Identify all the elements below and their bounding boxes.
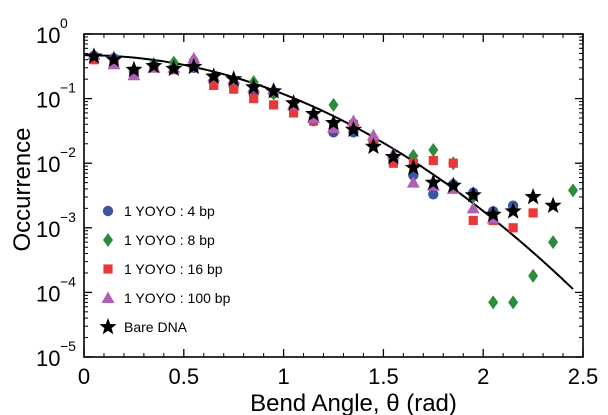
data-point-star bbox=[384, 147, 402, 165]
data-point-star bbox=[304, 104, 323, 122]
data-point-triangle bbox=[406, 176, 420, 188]
y-tick-label: 10 bbox=[36, 88, 60, 113]
y-axis-title: Occurrence bbox=[9, 127, 36, 251]
data-point-square bbox=[269, 100, 279, 110]
data-point-diamond bbox=[428, 143, 439, 158]
data-point-star bbox=[524, 187, 542, 205]
y-tick-exponent: −5 bbox=[60, 338, 76, 354]
legend-entry-bare-dna: Bare DNA bbox=[99, 318, 188, 335]
data-point-triangle bbox=[366, 128, 380, 141]
x-axis-title: Bend Angle, θ (rad) bbox=[250, 390, 457, 415]
legend-marker-diamond bbox=[103, 233, 113, 247]
y-tick-exponent: −1 bbox=[60, 80, 76, 96]
data-point-square bbox=[249, 94, 259, 104]
legend-marker-triangle bbox=[101, 291, 115, 303]
legend-entry-1-yoyo-8-bp: 1 YOYO : 8 bp bbox=[103, 232, 215, 248]
legend-marker-square bbox=[103, 264, 113, 274]
y-tick-exponent: −2 bbox=[60, 144, 76, 160]
data-point-star bbox=[125, 60, 143, 77]
legend-entry-1-yoyo-100-bp: 1 YOYO : 100 bp bbox=[101, 290, 231, 306]
data-point-square bbox=[508, 223, 518, 233]
fit-curve bbox=[83, 54, 574, 290]
series-1-yoyo-100-bp bbox=[87, 48, 500, 224]
legend-marker-circle bbox=[102, 205, 114, 217]
legend: 1 YOYO : 4 bp 1 YOYO : 8 bp 1 YOYO : 16 bp… bbox=[99, 203, 231, 335]
y-tick-label: 10 bbox=[36, 23, 60, 48]
x-tick-label: 2.5 bbox=[568, 364, 599, 389]
axis-ticks bbox=[83, 33, 584, 358]
data-point-circle bbox=[428, 189, 439, 200]
data-point-star bbox=[85, 47, 103, 64]
data-point-triangle bbox=[327, 121, 340, 134]
x-tick-label: 0.5 bbox=[169, 364, 200, 389]
legend-entry-1-yoyo-4-bp: 1 YOYO : 4 bp bbox=[102, 203, 215, 219]
data-point-star bbox=[464, 186, 482, 203]
data-point-star bbox=[185, 57, 203, 75]
data-point-square bbox=[229, 84, 239, 94]
x-tick-label: 2 bbox=[477, 364, 489, 389]
data-point-star bbox=[504, 202, 522, 219]
data-point-square bbox=[528, 208, 538, 218]
y-tick-exponent: 0 bbox=[60, 15, 68, 31]
data-point-triangle bbox=[187, 51, 201, 64]
legend-label: 1 YOYO : 100 bp bbox=[124, 290, 231, 306]
y-tick-exponent: −4 bbox=[60, 273, 76, 289]
data-point-square bbox=[388, 158, 398, 168]
data-point-star bbox=[165, 59, 183, 77]
y-tick-label: 10 bbox=[36, 281, 60, 306]
legend-label: Bare DNA bbox=[124, 319, 188, 335]
data-point-star bbox=[544, 196, 562, 213]
data-point-star bbox=[364, 137, 382, 154]
legend-label: 1 YOYO : 16 bp bbox=[124, 261, 223, 277]
data-point-triangle bbox=[127, 68, 141, 81]
data-point-triangle bbox=[107, 57, 121, 70]
data-point-square bbox=[209, 80, 219, 91]
data-point-star bbox=[245, 78, 263, 95]
y-tick-exponent: −3 bbox=[60, 209, 76, 225]
plot-border bbox=[83, 33, 584, 358]
data-point-star bbox=[324, 113, 343, 131]
legend-label: 1 YOYO : 8 bp bbox=[124, 232, 215, 248]
data-point-square bbox=[428, 155, 438, 166]
data-point-diamond bbox=[328, 97, 339, 112]
series-bare-dna bbox=[85, 47, 562, 222]
y-tick-label: 10 bbox=[36, 152, 60, 177]
data-point-triangle bbox=[346, 114, 360, 127]
data-point-star bbox=[265, 82, 283, 99]
data-point-star bbox=[225, 70, 243, 87]
x-tick-label: 0 bbox=[78, 364, 90, 389]
data-point-star bbox=[444, 176, 462, 193]
legend-marker-star bbox=[99, 318, 117, 335]
data-point-star bbox=[484, 205, 502, 222]
data-point-triangle bbox=[466, 201, 480, 214]
x-tick-label: 1.5 bbox=[368, 364, 399, 389]
data-point-diamond bbox=[528, 268, 539, 283]
data-point-diamond bbox=[508, 295, 519, 310]
fit-curve-layer bbox=[83, 54, 574, 290]
x-tick-label: 1 bbox=[277, 364, 289, 389]
y-tick-label: 10 bbox=[36, 346, 60, 371]
legend-entry-1-yoyo-16-bp: 1 YOYO : 16 bp bbox=[103, 261, 223, 277]
data-point-star bbox=[105, 50, 123, 67]
data-point-star bbox=[145, 56, 163, 74]
data-point-diamond bbox=[488, 295, 499, 310]
data-point-star bbox=[424, 173, 442, 190]
legend-label: 1 YOYO : 4 bp bbox=[124, 203, 215, 219]
data-point-diamond bbox=[548, 235, 559, 250]
y-tick-label: 10 bbox=[36, 217, 60, 242]
data-point-square bbox=[468, 215, 478, 226]
data-point-star bbox=[404, 158, 422, 176]
data-point-star bbox=[205, 67, 223, 84]
data-point-diamond bbox=[568, 183, 579, 198]
data-point-star bbox=[285, 94, 303, 111]
plot-frame bbox=[83, 33, 584, 358]
data-point-star bbox=[344, 120, 363, 137]
data-point-square bbox=[288, 108, 299, 118]
data-points bbox=[85, 47, 579, 310]
data-point-square bbox=[448, 158, 458, 168]
